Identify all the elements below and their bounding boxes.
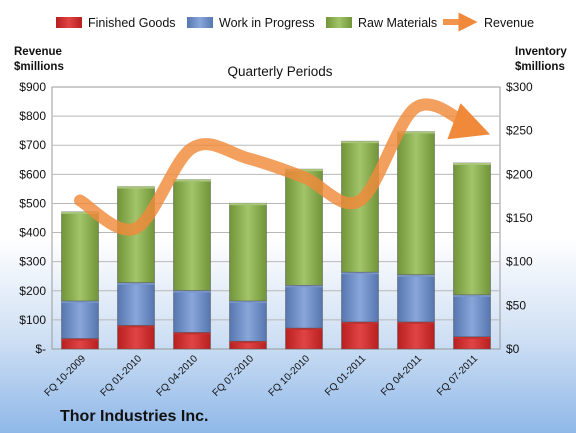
- bar-cap-work-in-progress: [61, 300, 99, 303]
- bar-raw-materials: [229, 202, 267, 302]
- right-tick-label: $200: [506, 167, 533, 181]
- bar-raw-materials: [61, 211, 99, 302]
- x-tick-label: FQ 10-2009: [43, 353, 89, 399]
- bar-finished-goods: [117, 325, 155, 350]
- plot-area: [51, 86, 501, 350]
- right-axis-ticks: $0 $50 $100 $150 $200 $250 $300: [506, 80, 533, 356]
- legend-label-finished-goods: Finished Goods: [88, 16, 176, 30]
- bar-finished-goods: [397, 321, 435, 350]
- left-tick-label: $600: [19, 167, 46, 181]
- right-tick-label: $300: [506, 80, 533, 94]
- bar-work-in-progress: [229, 300, 267, 342]
- left-axis-title-line1: Revenue: [14, 46, 62, 58]
- bar-work-in-progress: [453, 294, 491, 338]
- bar-cap-raw-materials: [61, 211, 99, 214]
- legend-label-raw-materials: Raw Materials: [358, 16, 437, 30]
- left-tick-label: $700: [19, 138, 46, 152]
- legend: Finished Goods Work in Progress Raw Mate…: [56, 12, 534, 32]
- bar-cap-work-in-progress: [453, 294, 491, 297]
- bar-cap-raw-materials: [453, 162, 491, 165]
- revenue-line: [74, 98, 491, 236]
- bar-cap-work-in-progress: [285, 285, 323, 288]
- left-tick-label: $500: [19, 196, 46, 210]
- bar-cap-finished-goods: [341, 321, 379, 324]
- revenue-line-layer: [74, 98, 491, 236]
- left-tick-label: $-: [35, 342, 46, 356]
- x-tick-label: FQ 10-2010: [267, 353, 313, 399]
- x-tick-label: FQ 04-2011: [379, 353, 424, 398]
- bar-cap-finished-goods: [173, 332, 211, 335]
- right-tick-label: $0: [506, 342, 520, 356]
- x-tick-label: FQ 04-2010: [155, 353, 201, 399]
- bar-raw-materials: [397, 131, 435, 276]
- bar-finished-goods: [285, 327, 323, 350]
- bars: [61, 131, 491, 350]
- bar-cap-work-in-progress: [341, 272, 379, 275]
- left-tick-label: $200: [19, 284, 46, 298]
- bar-work-in-progress: [285, 284, 323, 329]
- bar-cap-finished-goods: [61, 338, 99, 341]
- left-tick-label: $900: [19, 80, 46, 94]
- bar-work-in-progress: [341, 271, 379, 323]
- left-tick-label: $100: [19, 313, 46, 327]
- right-axis-title-line2: $millions: [515, 61, 565, 73]
- bar-cap-raw-materials: [397, 131, 435, 134]
- bar-work-in-progress: [117, 282, 155, 326]
- left-axis-ticks: $- $100 $200 $300 $400 $500 $600 $700 $800 $900: [19, 80, 46, 356]
- x-axis-ticks: FQ 10-2009 FQ 01-2010 FQ 04-2010 FQ 07-2010…: [43, 353, 481, 399]
- bar-cap-raw-materials: [229, 203, 267, 206]
- legend-label-work-in-progress: Work in Progress: [219, 16, 315, 30]
- right-axis-title-line1: Inventory: [515, 46, 567, 58]
- bar-cap-work-in-progress: [173, 290, 211, 293]
- bar-raw-materials: [453, 162, 491, 296]
- bar-cap-raw-materials: [285, 169, 323, 172]
- left-tick-label: $300: [19, 255, 46, 269]
- legend-swatch-work-in-progress: [187, 17, 213, 28]
- legend-swatch-raw-materials: [326, 17, 352, 28]
- x-tick-label: FQ 07-2010: [211, 353, 257, 399]
- bar-raw-materials: [173, 179, 211, 291]
- company-name: Thor Industries Inc.: [60, 408, 208, 425]
- x-tick-label: FQ 01-2011: [323, 353, 368, 398]
- bar-cap-work-in-progress: [397, 274, 435, 277]
- bar-finished-goods: [341, 321, 379, 350]
- right-tick-label: $150: [506, 211, 533, 225]
- legend-swatch-finished-goods: [56, 17, 82, 28]
- x-tick-label: FQ 01-2010: [99, 353, 145, 399]
- chart-subtitle: Quarterly Periods: [227, 64, 332, 79]
- bar-cap-raw-materials: [117, 186, 155, 189]
- x-tick-label: FQ 07-2011: [435, 353, 480, 398]
- bar-cap-finished-goods: [453, 336, 491, 339]
- left-axis-title-line2: $millions: [14, 61, 64, 73]
- legend-label-revenue: Revenue: [484, 16, 534, 30]
- bar-work-in-progress: [173, 290, 211, 333]
- bar-work-in-progress: [61, 300, 99, 339]
- right-tick-label: $250: [506, 124, 533, 138]
- bar-cap-work-in-progress: [117, 282, 155, 285]
- bar-work-in-progress: [397, 274, 435, 323]
- bar-cap-finished-goods: [285, 328, 323, 331]
- bar-cap-finished-goods: [397, 321, 435, 324]
- bar-finished-goods: [173, 332, 211, 350]
- bar-cap-finished-goods: [229, 341, 267, 344]
- right-tick-label: $100: [506, 255, 533, 269]
- right-tick-label: $50: [506, 298, 526, 312]
- bar-cap-finished-goods: [117, 325, 155, 328]
- bar-cap-work-in-progress: [229, 300, 267, 303]
- bar-cap-raw-materials: [173, 179, 211, 182]
- left-tick-label: $400: [19, 226, 46, 240]
- bar-cap-raw-materials: [341, 141, 379, 144]
- left-tick-label: $800: [19, 109, 46, 123]
